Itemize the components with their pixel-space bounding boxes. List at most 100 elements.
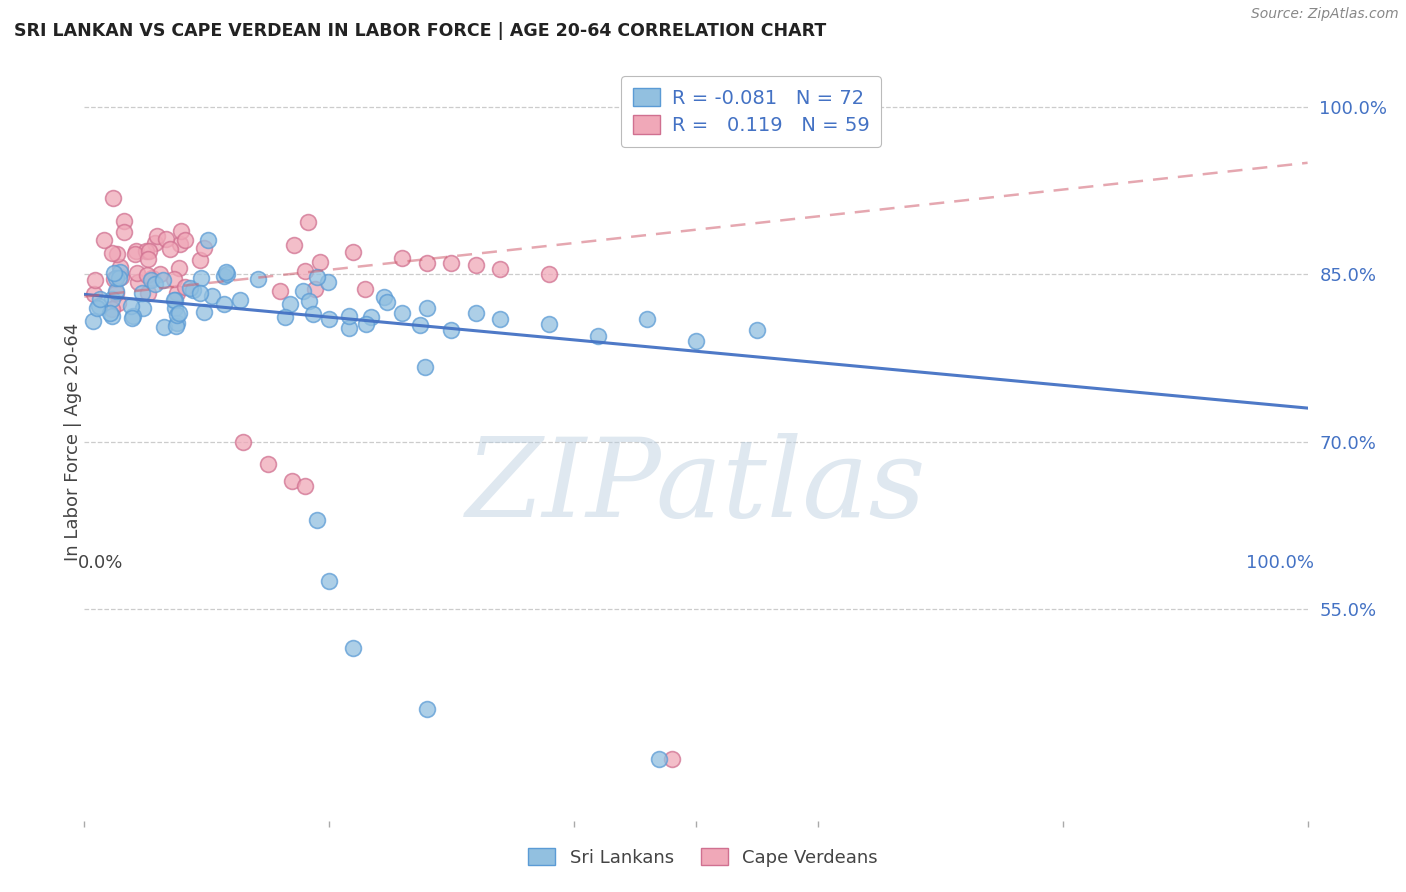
Point (375, 295, 398, 310)
Point (201, 288, 224, 302)
Point (391, 306, 413, 320)
Point (415, 359, 437, 374)
Point (173, 280, 195, 294)
Point (305, 270, 328, 285)
Text: Source: ZipAtlas.com: Source: ZipAtlas.com (1251, 7, 1399, 21)
Point (159, 242, 181, 256)
Point (318, 574, 340, 588)
Point (183, 283, 205, 297)
Point (489, 261, 512, 276)
Point (440, 323, 463, 337)
Point (416, 702, 439, 716)
Point (105, 284, 128, 298)
Point (101, 301, 124, 316)
Point (342, 244, 364, 259)
Legend: Sri Lankans, Cape Verdeans: Sri Lankans, Cape Verdeans (520, 841, 886, 874)
Point (215, 265, 238, 279)
Point (416, 301, 439, 315)
Point (87, 299, 110, 313)
Point (193, 305, 215, 319)
Point (197, 233, 219, 247)
Point (212, 296, 235, 310)
Point (232, 434, 254, 449)
Point (124, 247, 146, 261)
Point (360, 310, 382, 325)
Point (190, 270, 212, 285)
Point (229, 293, 252, 307)
Point (153, 320, 176, 334)
Point (163, 293, 186, 307)
Point (167, 261, 190, 276)
Point (112, 226, 135, 240)
Point (354, 282, 377, 296)
Point (416, 256, 439, 270)
Legend: R = -0.081   N = 72, R =   0.119   N = 59: R = -0.081 N = 72, R = 0.119 N = 59 (621, 76, 882, 147)
Text: SRI LANKAN VS CAPE VERDEAN IN LABOR FORCE | AGE 20-64 CORRELATION CHART: SRI LANKAN VS CAPE VERDEAN IN LABOR FORC… (14, 22, 827, 40)
Point (163, 301, 186, 316)
Point (215, 267, 238, 281)
Point (86, 301, 108, 315)
Point (193, 242, 215, 256)
Point (302, 307, 325, 321)
Point (538, 268, 561, 282)
Point (136, 252, 159, 266)
Point (165, 318, 187, 333)
Point (98, 306, 121, 320)
Point (131, 285, 153, 300)
Point (121, 311, 143, 326)
Point (84, 272, 107, 286)
Point (83, 287, 105, 301)
Point (305, 512, 328, 526)
Point (89, 292, 111, 306)
Point (125, 244, 148, 258)
Point (120, 299, 142, 313)
Point (125, 266, 148, 280)
Point (135, 244, 157, 259)
Point (464, 259, 486, 273)
Point (103, 272, 125, 286)
Point (179, 280, 201, 294)
Text: 0.0%: 0.0% (79, 554, 124, 572)
Point (636, 311, 658, 326)
Point (291, 284, 314, 298)
Point (391, 251, 413, 265)
Point (149, 268, 172, 282)
Point (152, 273, 174, 287)
Point (110, 269, 132, 284)
Point (464, 306, 486, 320)
Point (105, 286, 128, 301)
Point (247, 272, 270, 286)
Point (747, 323, 769, 337)
Point (170, 224, 193, 238)
Point (163, 271, 186, 285)
Point (132, 301, 155, 315)
Y-axis label: In Labor Force | Age 20-64: In Labor Force | Age 20-64 (65, 322, 82, 561)
Point (103, 267, 125, 281)
Point (342, 640, 364, 655)
Point (93, 233, 115, 247)
Point (141, 270, 163, 285)
Point (167, 306, 190, 320)
Point (138, 285, 160, 300)
Point (112, 214, 135, 228)
Point (166, 286, 188, 301)
Point (685, 334, 707, 348)
Point (318, 311, 340, 326)
Point (163, 293, 186, 307)
Point (283, 238, 305, 252)
Point (278, 297, 301, 311)
Point (135, 268, 157, 282)
Point (661, 752, 683, 766)
Point (101, 191, 124, 205)
Point (257, 457, 280, 471)
Point (212, 269, 235, 284)
Point (166, 308, 188, 322)
Point (281, 474, 304, 488)
Point (188, 285, 211, 300)
Point (101, 309, 124, 323)
Point (190, 253, 212, 268)
Point (408, 318, 430, 333)
Point (294, 263, 316, 277)
Point (337, 320, 360, 334)
Point (143, 277, 166, 291)
